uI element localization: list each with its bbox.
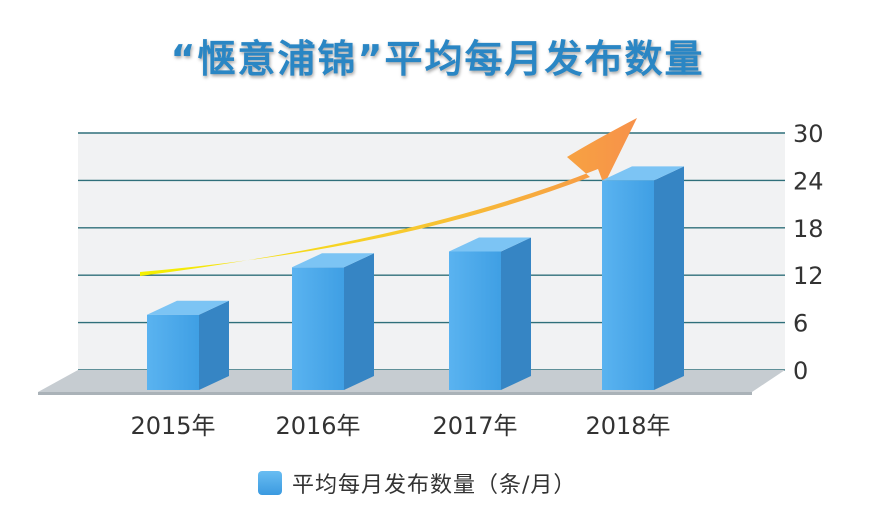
bar-front [147, 314, 199, 390]
legend: 平均每月发布数量（条/月） [258, 467, 576, 499]
bar-top [602, 166, 684, 181]
bar-front [449, 251, 501, 390]
bar-side [654, 166, 684, 390]
y-tick-label: 6 [793, 310, 808, 338]
y-tick-label: 18 [793, 215, 824, 243]
bar-front [292, 267, 344, 390]
x-axis-ticks: 2015年 2016年 2017年 2018年 [130, 412, 670, 440]
y-tick-label: 0 [793, 357, 808, 385]
legend-swatch [258, 471, 282, 495]
x-tick-label: 2017年 [432, 412, 517, 440]
bar-top [147, 300, 229, 315]
x-tick-label: 2015年 [130, 412, 215, 440]
bar [292, 253, 374, 390]
y-tick-label: 24 [793, 167, 824, 195]
x-tick-label: 2018年 [585, 412, 670, 440]
legend-label: 平均每月发布数量（条/月） [292, 473, 577, 498]
bar-top [449, 237, 531, 252]
y-axis-ticks: 0 6 12 18 24 30 [793, 120, 824, 385]
bar [147, 300, 229, 390]
bars-group [147, 166, 684, 390]
y-tick-label: 30 [793, 120, 824, 148]
chart-title: “惬意浦锦”平均每月发布数量 [170, 37, 705, 81]
bar-front [602, 180, 654, 390]
bar [449, 237, 531, 390]
bar [602, 166, 684, 390]
bar-side [344, 253, 374, 390]
bar-side [501, 237, 531, 390]
x-tick-label: 2016年 [275, 412, 360, 440]
bar-side [199, 300, 229, 390]
y-tick-label: 12 [793, 262, 824, 290]
bar-top [292, 253, 374, 268]
